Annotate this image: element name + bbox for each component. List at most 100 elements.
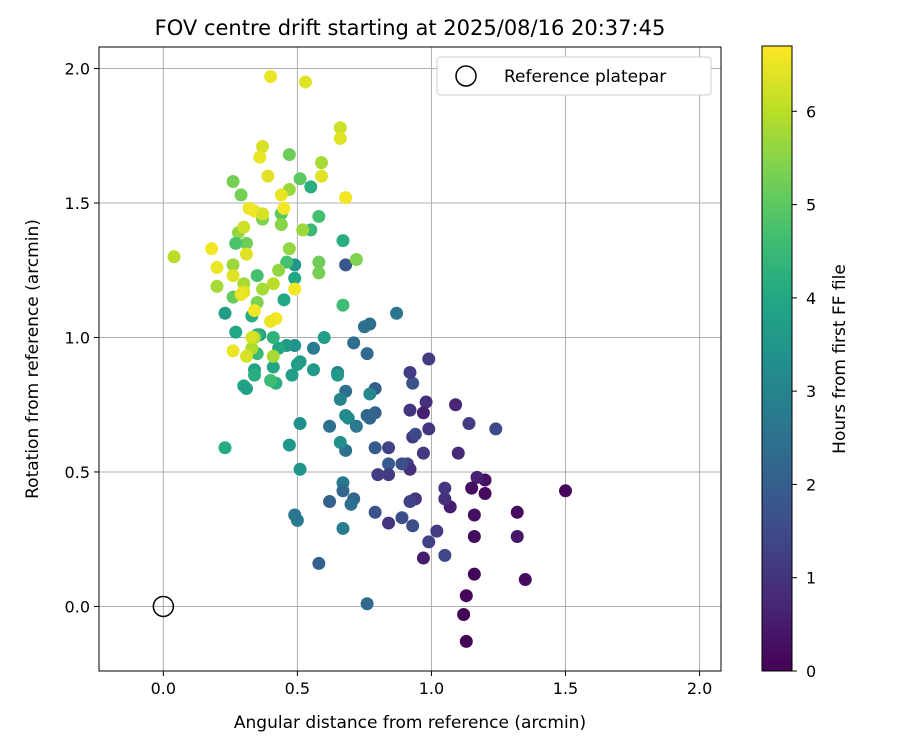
data-point [264, 70, 278, 84]
data-point [264, 374, 278, 388]
data-point [306, 363, 320, 377]
colorbar-ticks: 0 1 2 3 4 5 6 [792, 102, 816, 681]
data-point [288, 508, 302, 522]
data-point [349, 252, 363, 266]
data-point [406, 519, 420, 533]
colorbar-tick-label: 0 [806, 662, 816, 681]
data-points [167, 70, 572, 648]
data-point [416, 406, 430, 420]
data-point [336, 298, 350, 312]
legend: Reference platepar [436, 56, 712, 96]
data-point [274, 218, 288, 232]
y-tick-label: 2.0 [65, 60, 90, 79]
y-tick-label: 1.5 [65, 194, 90, 213]
data-point [296, 223, 310, 237]
x-axis-ticks: 0.0 0.5 1.0 1.5 2.0 [151, 671, 712, 698]
data-point [253, 150, 267, 164]
data-point [237, 220, 251, 234]
data-point [312, 255, 326, 269]
data-point [368, 505, 382, 519]
data-point [272, 263, 286, 277]
data-point [363, 411, 377, 425]
x-tick-label: 0.5 [285, 679, 310, 698]
chart-title: FOV centre drift starting at 2025/08/16 … [155, 16, 666, 40]
data-point [333, 392, 347, 406]
data-point [368, 441, 382, 455]
data-point [403, 365, 417, 379]
data-point [360, 597, 374, 611]
data-point [266, 277, 280, 291]
data-point [248, 368, 261, 382]
data-point [449, 398, 463, 412]
x-tick-label: 1.0 [419, 679, 444, 698]
data-point [288, 282, 302, 296]
data-point [210, 261, 224, 275]
data-point [470, 470, 484, 484]
data-point [510, 530, 524, 544]
colorbar-tick-label: 2 [806, 475, 816, 494]
data-point [333, 121, 347, 135]
data-point [323, 495, 337, 509]
plot-frame [98, 46, 722, 672]
y-tick-label: 0.0 [65, 597, 90, 616]
data-point [264, 314, 278, 328]
data-point [218, 306, 232, 320]
data-point [277, 201, 291, 215]
data-point [293, 462, 307, 476]
data-point [467, 530, 481, 544]
data-point [234, 287, 248, 301]
y-tick-label: 0.5 [65, 463, 90, 482]
data-point [422, 535, 436, 549]
data-point [256, 207, 270, 221]
data-point [510, 505, 524, 519]
data-point [371, 468, 385, 482]
x-tick-label: 2.0 [687, 679, 712, 698]
data-point [205, 242, 219, 256]
data-point [229, 236, 243, 250]
reference-marker [152, 595, 175, 618]
data-point [312, 266, 326, 280]
data-point [416, 446, 430, 460]
data-point [282, 438, 296, 452]
data-point [266, 360, 280, 374]
y-axis-label: Rotation from reference (arcmin) [23, 219, 43, 499]
data-point [226, 344, 240, 358]
data-point [293, 417, 307, 431]
y-tick-label: 1.0 [65, 328, 90, 347]
data-point [403, 495, 417, 509]
data-point [382, 516, 396, 530]
colorbar [761, 45, 793, 672]
data-point [248, 304, 261, 318]
data-point [333, 131, 347, 145]
data-point [277, 293, 291, 307]
data-point [266, 330, 280, 344]
data-point [438, 492, 452, 506]
data-point [293, 172, 307, 186]
data-point [312, 209, 326, 223]
data-point [360, 347, 374, 361]
data-point [250, 269, 264, 283]
data-point [430, 524, 444, 538]
data-point [438, 548, 452, 562]
data-point [290, 357, 304, 371]
data-point [467, 567, 481, 581]
data-point [282, 148, 296, 162]
data-point [457, 608, 471, 622]
data-point [459, 634, 473, 648]
data-point [395, 511, 409, 525]
data-point [323, 419, 337, 433]
colorbar-tick-label: 3 [806, 382, 816, 401]
data-point [282, 242, 296, 256]
data-point [167, 250, 181, 264]
colorbar-tick-label: 4 [806, 289, 816, 308]
colorbar-tick-label: 1 [806, 569, 816, 588]
x-tick-label: 0.0 [151, 679, 176, 698]
data-point [459, 589, 473, 603]
data-point [336, 484, 350, 498]
data-point [218, 441, 232, 455]
data-point [304, 180, 318, 194]
data-point [363, 387, 377, 401]
data-point [239, 247, 253, 261]
data-point [489, 422, 503, 436]
data-point [357, 320, 371, 334]
